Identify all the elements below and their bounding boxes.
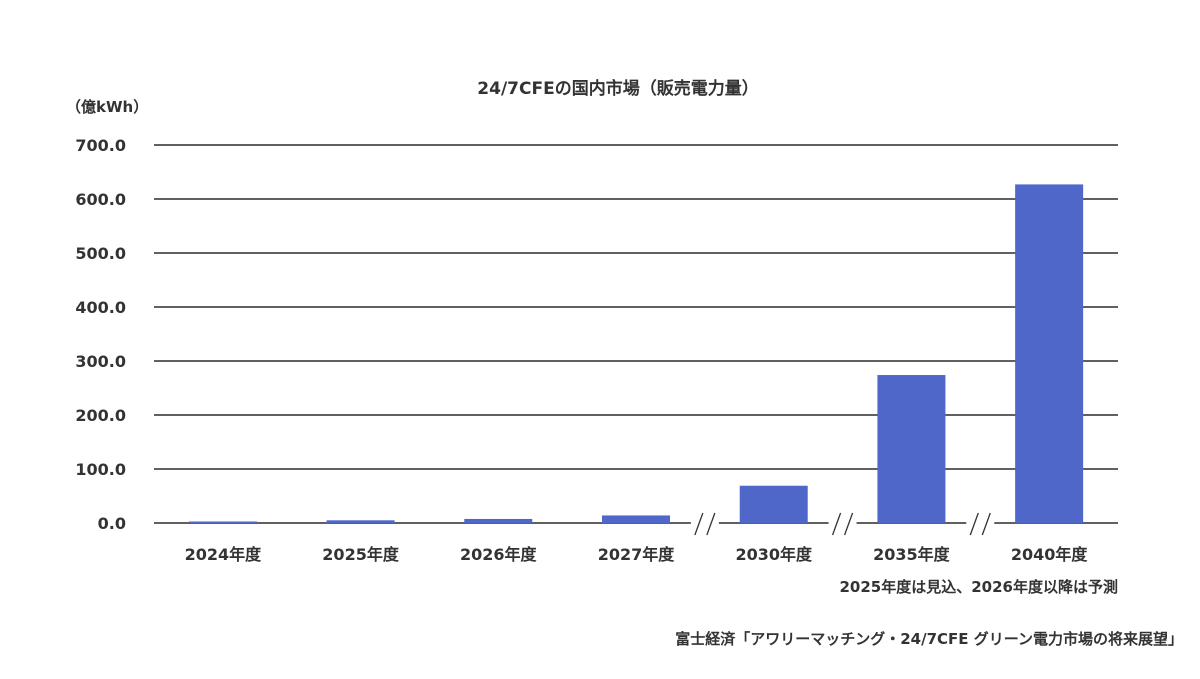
break-gap [828, 519, 857, 527]
break-slash [981, 512, 991, 536]
x-tick-label: 2030年度 [735, 545, 813, 564]
x-tick-label: 2025年度 [322, 545, 400, 564]
bar [188, 521, 257, 523]
y-axis-ticks: 0.0 100.0 200.0 300.0 400.0 500.0 600.0 700.0 [75, 136, 126, 533]
break-slash [694, 512, 704, 536]
break-slash [706, 512, 716, 536]
chart-title: 24/7CFEの国内市場（販売電力量） [477, 78, 758, 99]
x-tick-label: 2035年度 [873, 545, 951, 564]
y-tick-label: 500.0 [75, 244, 126, 263]
x-axis-labels: 2024年度 2025年度 2026年度 2027年度 2030年度 2035年度 2040… [185, 545, 1089, 564]
y-tick-label: 600.0 [75, 190, 126, 209]
y-tick-label: 200.0 [75, 406, 126, 425]
bar [326, 520, 395, 523]
y-tick-label: 400.0 [75, 298, 126, 317]
break-slash [969, 512, 979, 536]
x-tick-label: 2024年度 [185, 545, 263, 564]
axis-break-marks [690, 512, 995, 536]
y-tick-label: 300.0 [75, 352, 126, 371]
axis-break-mark [828, 512, 857, 536]
axis-break-mark [966, 512, 995, 536]
x-tick-label: 2040年度 [1011, 545, 1089, 564]
break-gap [966, 519, 995, 527]
bar [877, 375, 946, 523]
y-tick-label: 700.0 [75, 136, 126, 155]
forecast-note: 2025年度は見込、2026年度以降は予測 [840, 578, 1119, 596]
bar [602, 515, 670, 523]
y-tick-label: 0.0 [98, 514, 126, 533]
x-tick-label: 2026年度 [460, 545, 538, 564]
break-slash [843, 512, 854, 536]
x-tick-label: 2027年度 [598, 545, 676, 564]
source-credit: 富士経済「アワリーマッチング・24/7CFE グリーン電力市場の将来展望」 [675, 630, 1183, 648]
bar [739, 485, 808, 523]
bars [188, 184, 1084, 524]
gridlines [154, 144, 1118, 524]
y-axis-unit-label: （億kWh） [66, 98, 148, 116]
break-gap [690, 519, 719, 527]
y-tick-label: 100.0 [75, 460, 126, 479]
bar [1015, 184, 1084, 524]
break-slash [831, 512, 842, 536]
bar [464, 518, 533, 523]
axis-break-mark [690, 512, 719, 536]
